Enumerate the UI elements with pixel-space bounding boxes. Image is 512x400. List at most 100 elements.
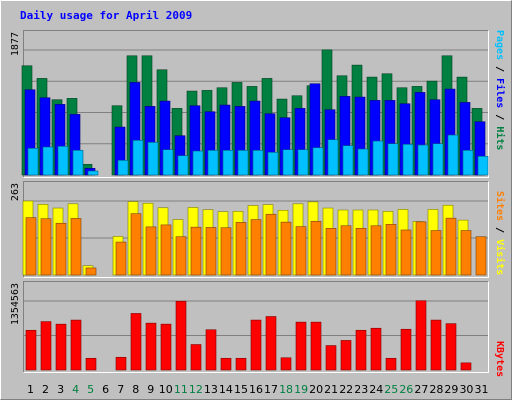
y-max-label: 1354563 [10,283,21,325]
legend-part: Files [494,78,506,108]
bar-pages-day-22 [342,145,354,176]
x-day-label: 3 [57,383,64,396]
x-day-label: 8 [132,383,139,396]
bar-pages-day-7 [117,160,129,176]
x-day-label: 9 [147,383,154,396]
bar-kbytes-day-26 [400,328,412,371]
bar-sites-day-4 [70,218,82,276]
bar-pages-day-3 [57,146,69,176]
series-legend-label: Sites / Visits [494,191,506,275]
bar-pages-day-16 [252,150,264,176]
bar-sites-day-9 [145,226,157,276]
bar-kbytes-day-8 [130,313,142,371]
legend-part: / [494,108,505,126]
x-day-label: 30 [459,383,473,396]
bar-sites-day-11 [175,236,187,276]
bar-pages-day-30 [462,150,474,176]
bar-pages-day-28 [432,143,444,176]
bar-pages-day-27 [417,144,429,176]
panel-bevel-light [23,281,489,373]
bar-pages-day-31 [477,156,489,176]
bar-kbytes-day-12 [190,344,202,371]
panel-hits-files-pages: 1877 Pages / Files / Hits [10,30,506,178]
bar-sites-day-31 [475,236,487,276]
bar-sites-day-8 [130,213,142,276]
x-day-label: 24 [369,383,383,396]
panel-bevel-light [23,30,489,178]
y-max-label: 1877 [10,32,21,56]
x-day-label: 15 [234,383,248,396]
bar-pages-day-24 [372,140,384,176]
bar-pages-day-17 [267,152,279,176]
x-day-label: 25 [384,383,398,396]
bar-pages-day-26 [402,144,414,176]
bar-sites-day-27 [415,221,427,276]
bar-pages-day-29 [447,134,459,176]
chart-title: Daily usage for April 2009 [20,9,192,22]
x-day-label: 6 [102,383,109,396]
series-legend-label: Pages / Files / Hits [494,30,506,150]
x-day-label: 29 [444,383,458,396]
bar-sites-day-23 [355,227,367,276]
bar-sites-day-19 [295,226,307,276]
bar-pages-day-25 [387,143,399,176]
bar-sites-day-21 [325,227,337,276]
x-day-label: 23 [354,383,368,396]
bar-kbytes-day-16 [250,319,262,371]
x-day-label: 14 [219,383,233,396]
x-day-label: 18 [279,383,293,396]
x-day-label: 16 [249,383,263,396]
y-max-label: 263 [10,183,21,201]
bar-pages-day-15 [237,150,249,176]
bar-kbytes-day-17 [265,316,277,371]
panel-kbytes: 1354563 KBytes [10,281,505,377]
bar-sites-day-13 [205,227,217,276]
bar-pages-day-8 [132,140,144,176]
bar-sites-day-1 [25,217,37,276]
x-day-label: 2 [42,383,49,396]
bar-kbytes-day-29 [445,323,457,371]
x-day-label: 22 [339,383,353,396]
bar-pages-day-2 [42,146,54,176]
bar-sites-day-14 [220,227,232,276]
bar-pages-day-10 [162,149,174,176]
bar-pages-day-23 [357,148,369,176]
bar-kbytes-day-15 [235,357,247,371]
x-day-label: 19 [294,383,308,396]
bar-kbytes-day-23 [355,329,367,371]
bar-sites-day-18 [280,221,292,276]
bar-kbytes-day-18 [280,357,292,371]
bar-sites-day-29 [445,217,457,276]
bar-sites-day-20 [310,220,322,276]
x-day-label: 1 [27,383,34,396]
legend-part: Sites [494,191,506,221]
bar-pages-day-4 [72,150,84,176]
bar-sites-day-30 [460,230,472,276]
bar-sites-day-22 [340,225,352,276]
legend-part: Pages [494,30,505,60]
panel-visits-sites: 263 Sites / Visits [10,181,506,278]
x-day-label: 5 [87,383,94,396]
bar-sites-day-15 [235,222,247,276]
legend-part: Visits [494,239,506,275]
x-day-label: 10 [159,383,173,396]
bar-pages-day-21 [327,139,339,176]
bar-kbytes-day-11 [175,300,187,371]
bar-sites-day-10 [160,224,172,276]
bar-pages-day-18 [282,149,294,176]
bar-kbytes-day-24 [370,327,382,371]
bar-sites-day-28 [430,230,442,276]
bar-kbytes-day-4 [70,319,82,371]
x-day-label: 20 [309,383,323,396]
panel-bevel-light [23,181,489,278]
bar-kbytes-day-25 [385,357,397,371]
bar-sites-day-26 [400,229,412,276]
bar-pages-day-5 [87,170,99,176]
x-day-label: 27 [414,383,428,396]
bar-kbytes-day-14 [220,357,232,371]
x-day-label: 26 [399,383,413,396]
bar-sites-day-5 [85,267,97,276]
